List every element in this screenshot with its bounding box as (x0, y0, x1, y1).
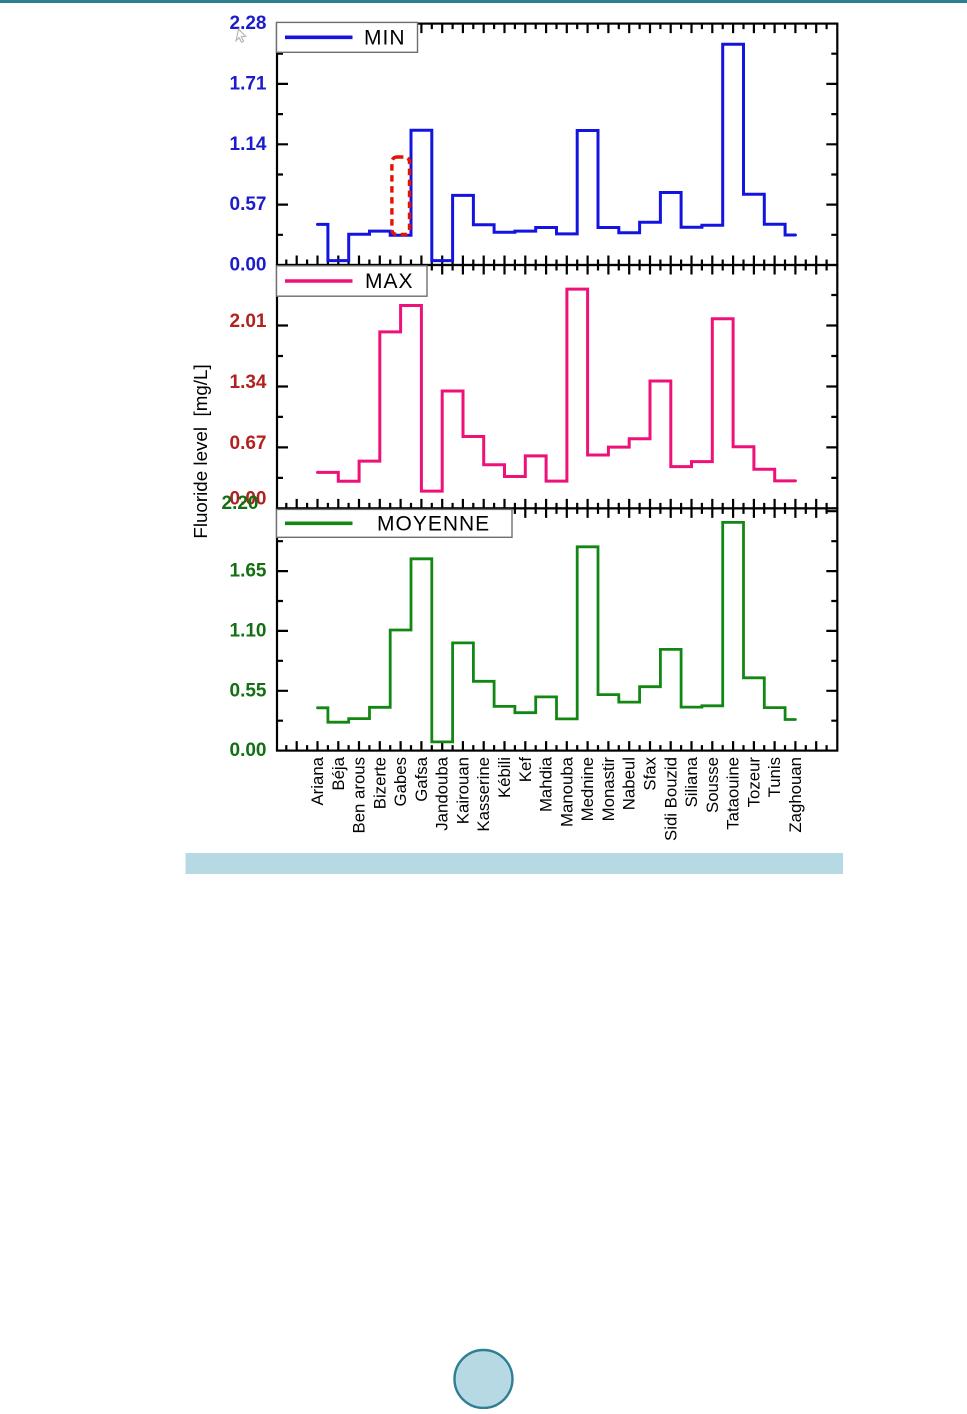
svg-text:Kébili: Kébili (495, 757, 514, 798)
svg-text:Manouba: Manouba (557, 756, 576, 827)
svg-text:1.65: 1.65 (230, 561, 267, 582)
svg-text:0.00: 0.00 (230, 489, 267, 510)
svg-text:MAX: MAX (365, 270, 414, 293)
svg-text:0.57: 0.57 (230, 194, 267, 215)
svg-text:0.67: 0.67 (230, 433, 267, 454)
svg-text:2.28: 2.28 (230, 13, 267, 34)
svg-text:Fluoride level [mg/L]: Fluoride level [mg/L] (190, 364, 211, 538)
svg-text:MIN: MIN (364, 27, 406, 50)
svg-text:Zaghouan: Zaghouan (786, 757, 805, 833)
svg-text:Kairouan: Kairouan (454, 757, 473, 824)
svg-text:1.14: 1.14 (230, 134, 267, 155)
svg-text:2.20: 2.20 (222, 493, 259, 514)
svg-text:0.00: 0.00 (230, 740, 267, 761)
svg-text:1.71: 1.71 (230, 73, 267, 94)
svg-text:Tunis: Tunis (765, 757, 784, 797)
svg-text:Gafsa: Gafsa (412, 756, 431, 801)
svg-text:2.01: 2.01 (230, 311, 267, 332)
svg-text:0.00: 0.00 (230, 255, 267, 276)
svg-text:Ariana: Ariana (308, 756, 327, 805)
svg-text:Mahdia: Mahdia (537, 756, 556, 812)
svg-text:Kef: Kef (516, 757, 535, 783)
svg-text:Tataouine: Tataouine (724, 757, 743, 830)
svg-text:Sidi Bouzid: Sidi Bouzid (661, 757, 680, 841)
svg-text:Monastir: Monastir (599, 757, 618, 822)
svg-text:MOYENNE: MOYENNE (377, 513, 490, 536)
svg-text:Gabes: Gabes (391, 757, 410, 806)
svg-text:Bizerte: Bizerte (370, 757, 389, 809)
svg-text:Sousse: Sousse (703, 757, 722, 813)
svg-text:1.10: 1.10 (230, 620, 267, 641)
svg-text:Sfax: Sfax (641, 756, 660, 790)
svg-text:Tozeur: Tozeur (744, 757, 763, 808)
svg-text:Siliana: Siliana (682, 756, 701, 807)
svg-text:Béja: Béja (329, 756, 348, 790)
svg-text:1.34: 1.34 (230, 372, 267, 393)
svg-text:Kasserine: Kasserine (474, 757, 493, 832)
svg-text:Mednine: Mednine (578, 757, 597, 821)
svg-text:Jandouba: Jandouba (433, 756, 452, 830)
svg-text:0.55: 0.55 (230, 680, 267, 701)
svg-text:Nabeul: Nabeul (620, 757, 639, 810)
svg-text:Ben arous: Ben arous (350, 757, 369, 834)
